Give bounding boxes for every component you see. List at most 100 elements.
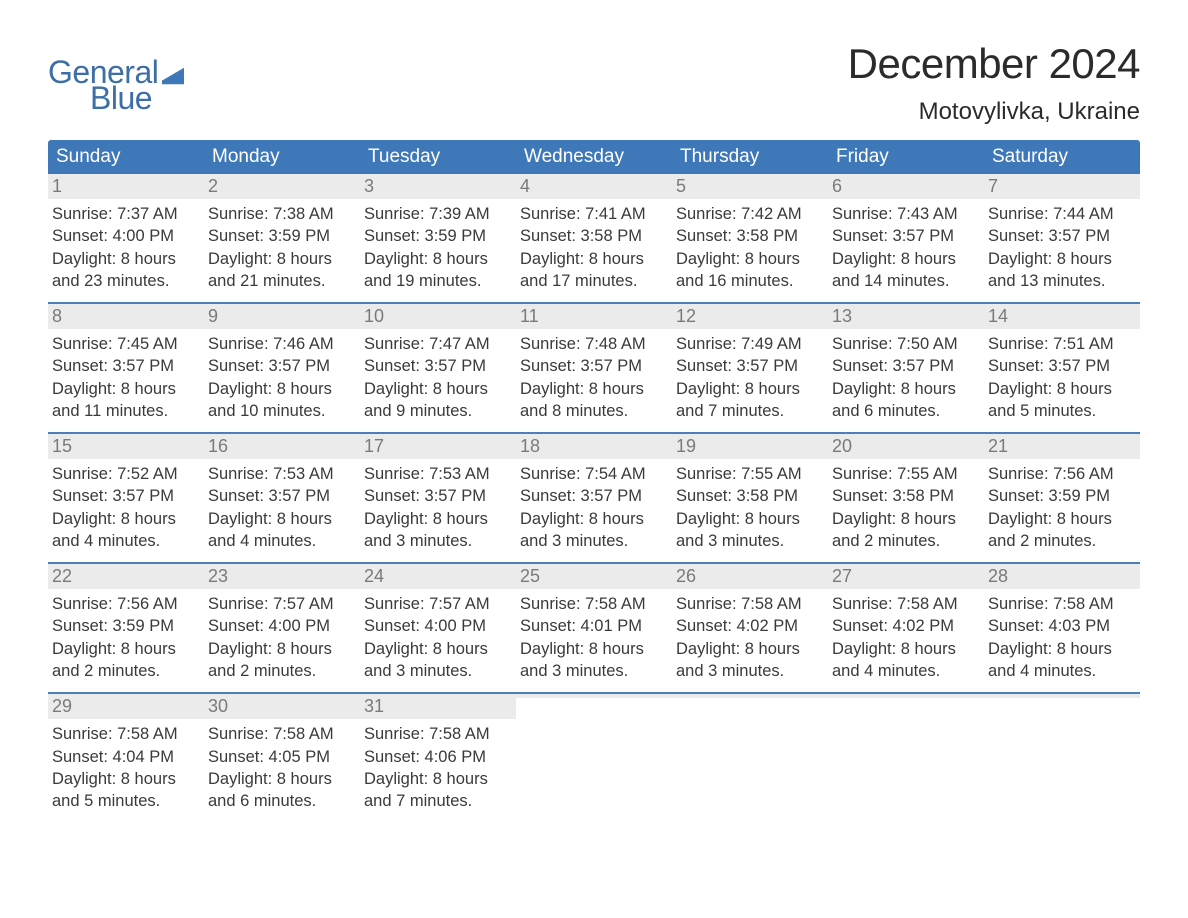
day-detail-line: Daylight: 8 hours	[676, 248, 824, 270]
day-detail-line: Daylight: 8 hours	[520, 638, 668, 660]
day-number-bar: 20	[828, 434, 984, 459]
day-detail-line: Sunrise: 7:58 AM	[520, 593, 668, 615]
day-detail-line: and 3 minutes.	[676, 660, 824, 682]
day-detail-line: Sunrise: 7:57 AM	[208, 593, 356, 615]
day-cell: 30Sunrise: 7:58 AMSunset: 4:05 PMDayligh…	[204, 694, 360, 822]
day-of-week: Tuesday	[360, 140, 516, 174]
day-detail-line: Sunrise: 7:39 AM	[364, 203, 512, 225]
day-detail-line: and 19 minutes.	[364, 270, 512, 292]
day-detail-line: and 3 minutes.	[364, 530, 512, 552]
day-detail-line: Daylight: 8 hours	[364, 508, 512, 530]
day-detail-line: and 11 minutes.	[52, 400, 200, 422]
day-cell: 20Sunrise: 7:55 AMSunset: 3:58 PMDayligh…	[828, 434, 984, 562]
day-detail-line: Sunrise: 7:56 AM	[988, 463, 1136, 485]
day-cell: 19Sunrise: 7:55 AMSunset: 3:58 PMDayligh…	[672, 434, 828, 562]
day-detail-line: and 6 minutes.	[208, 790, 356, 812]
day-detail-line: Sunrise: 7:55 AM	[832, 463, 980, 485]
day-cell: 27Sunrise: 7:58 AMSunset: 4:02 PMDayligh…	[828, 564, 984, 692]
location: Motovylivka, Ukraine	[848, 98, 1140, 126]
day-cell: 26Sunrise: 7:58 AMSunset: 4:02 PMDayligh…	[672, 564, 828, 692]
day-number: 21	[988, 436, 1008, 456]
day-detail-line: Daylight: 8 hours	[988, 508, 1136, 530]
day-number-bar: 19	[672, 434, 828, 459]
day-number: 27	[832, 566, 852, 586]
day-detail-line: Daylight: 8 hours	[208, 508, 356, 530]
day-cell: 5 Sunrise: 7:42 AMSunset: 3:58 PMDaylight…	[672, 174, 828, 302]
day-detail-line: Sunset: 4:04 PM	[52, 746, 200, 768]
day-number: 2	[208, 176, 218, 196]
day-number: 23	[208, 566, 228, 586]
day-cell: 29Sunrise: 7:58 AMSunset: 4:04 PMDayligh…	[48, 694, 204, 822]
day-of-week: Friday	[828, 140, 984, 174]
day-detail-line: and 2 minutes.	[988, 530, 1136, 552]
day-detail-line: Sunset: 4:00 PM	[52, 225, 200, 247]
day-cell: 2Sunrise: 7:38 AMSunset: 3:59 PMDaylight…	[204, 174, 360, 302]
day-number: 8	[52, 306, 62, 326]
day-detail-line: Sunset: 4:05 PM	[208, 746, 356, 768]
day-detail-line: Sunrise: 7:58 AM	[364, 723, 512, 745]
day-number: 12	[676, 306, 696, 326]
day-number: 31	[364, 696, 384, 716]
day-detail-line: and 4 minutes.	[988, 660, 1136, 682]
day-number-bar: 23	[204, 564, 360, 589]
day-number: 3	[364, 176, 374, 196]
day-detail-line: Sunrise: 7:58 AM	[52, 723, 200, 745]
day-detail-line: and 3 minutes.	[676, 530, 824, 552]
day-detail-line: Sunset: 4:01 PM	[520, 615, 668, 637]
day-detail-line: and 6 minutes.	[832, 400, 980, 422]
week-row: 8Sunrise: 7:45 AMSunset: 3:57 PMDaylight…	[48, 302, 1140, 432]
day-number: 26	[676, 566, 696, 586]
day-number: 7	[988, 176, 998, 196]
day-detail-line: Sunset: 4:00 PM	[364, 615, 512, 637]
flag-icon	[162, 67, 184, 85]
day-detail-line: and 13 minutes.	[988, 270, 1136, 292]
day-detail-line: Daylight: 8 hours	[208, 768, 356, 790]
day-detail-line: Sunset: 4:00 PM	[208, 615, 356, 637]
title-block: December 2024 Motovylivka, Ukraine	[848, 40, 1140, 126]
day-detail-line: Sunrise: 7:42 AM	[676, 203, 824, 225]
day-number-bar: 30	[204, 694, 360, 719]
day-number: 20	[832, 436, 852, 456]
day-detail-line: Sunset: 4:06 PM	[364, 746, 512, 768]
day-detail-line: and 16 minutes.	[676, 270, 824, 292]
day-cell: 22Sunrise: 7:56 AMSunset: 3:59 PMDayligh…	[48, 564, 204, 692]
day-detail-line: Sunset: 3:57 PM	[52, 355, 200, 377]
day-detail-line: Sunrise: 7:53 AM	[208, 463, 356, 485]
day-detail-line: Daylight: 8 hours	[208, 378, 356, 400]
day-detail-line: and 3 minutes.	[520, 660, 668, 682]
day-detail-line: Sunrise: 7:47 AM	[364, 333, 512, 355]
day-cell: 28Sunrise: 7:58 AMSunset: 4:03 PMDayligh…	[984, 564, 1140, 692]
day-detail-line: and 9 minutes.	[364, 400, 512, 422]
day-detail-line: Sunset: 3:58 PM	[676, 225, 824, 247]
day-detail-line: Sunrise: 7:58 AM	[988, 593, 1136, 615]
day-detail-line: Sunset: 3:57 PM	[208, 485, 356, 507]
day-cell: 1Sunrise: 7:37 AMSunset: 4:00 PMDaylight…	[48, 174, 204, 302]
day-detail-line: and 3 minutes.	[520, 530, 668, 552]
day-detail-line: and 5 minutes.	[988, 400, 1136, 422]
day-cell: 10Sunrise: 7:47 AMSunset: 3:57 PMDayligh…	[360, 304, 516, 432]
day-number-bar: 5	[672, 174, 828, 199]
day-detail-line: and 3 minutes.	[364, 660, 512, 682]
day-detail-line: and 5 minutes.	[52, 790, 200, 812]
day-detail-line: Sunrise: 7:48 AM	[520, 333, 668, 355]
day-detail-line: Sunset: 3:57 PM	[208, 355, 356, 377]
day-detail-line: Sunrise: 7:45 AM	[52, 333, 200, 355]
day-number-bar: 22	[48, 564, 204, 589]
day-detail-line: and 7 minutes.	[676, 400, 824, 422]
header: General Blue December 2024 Motovylivka, …	[48, 40, 1140, 126]
day-detail-line: Sunset: 3:57 PM	[364, 355, 512, 377]
day-number-bar: 15	[48, 434, 204, 459]
day-detail-line: Sunset: 3:57 PM	[988, 355, 1136, 377]
day-of-week: Thursday	[672, 140, 828, 174]
day-number-bar: 24	[360, 564, 516, 589]
day-number-bar: 13	[828, 304, 984, 329]
day-number: 5	[676, 176, 686, 196]
day-detail-line: Sunrise: 7:55 AM	[676, 463, 824, 485]
day-number-bar: 8	[48, 304, 204, 329]
day-number: 17	[364, 436, 384, 456]
day-number-bar: 18	[516, 434, 672, 459]
day-cell: 18Sunrise: 7:54 AMSunset: 3:57 PMDayligh…	[516, 434, 672, 562]
day-cell: 7Sunrise: 7:44 AMSunset: 3:57 PMDaylight…	[984, 174, 1140, 302]
day-number-bar: 28	[984, 564, 1140, 589]
day-number: 16	[208, 436, 228, 456]
